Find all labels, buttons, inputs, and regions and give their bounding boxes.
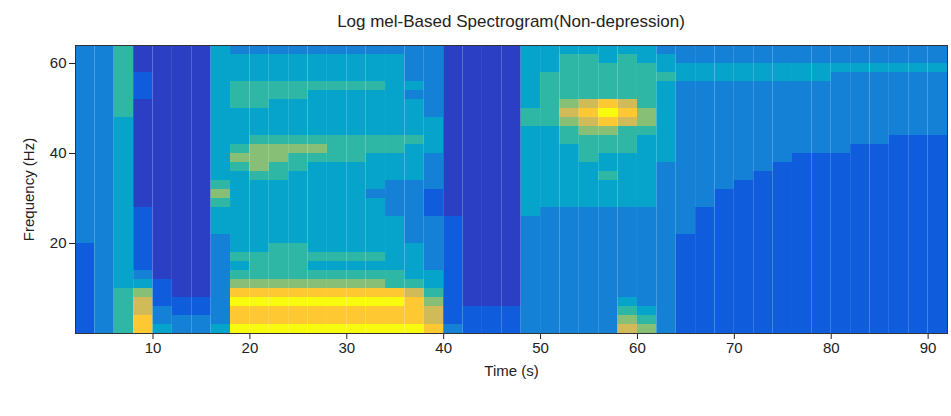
svg-text:60: 60: [50, 54, 67, 71]
svg-text:20: 20: [242, 339, 259, 356]
svg-text:10: 10: [145, 339, 162, 356]
html-text:Log mel-Based Spectrogram(Non-: Log mel-Based Spectrogram(Non-depression…: [337, 12, 685, 31]
svg-text:40: 40: [435, 339, 452, 356]
svg-text:20: 20: [50, 234, 67, 251]
svg-text:70: 70: [726, 339, 743, 356]
svg-text:30: 30: [338, 339, 355, 356]
svg-text:Time (s): Time (s): [484, 362, 538, 379]
svg-text:80: 80: [823, 339, 840, 356]
svg-text:90: 90: [920, 339, 937, 356]
svg-text:40: 40: [50, 144, 67, 161]
svg-text:Frequency (Hz): Frequency (Hz): [20, 138, 37, 241]
svg-text:50: 50: [532, 339, 549, 356]
svg-text:60: 60: [629, 339, 646, 356]
